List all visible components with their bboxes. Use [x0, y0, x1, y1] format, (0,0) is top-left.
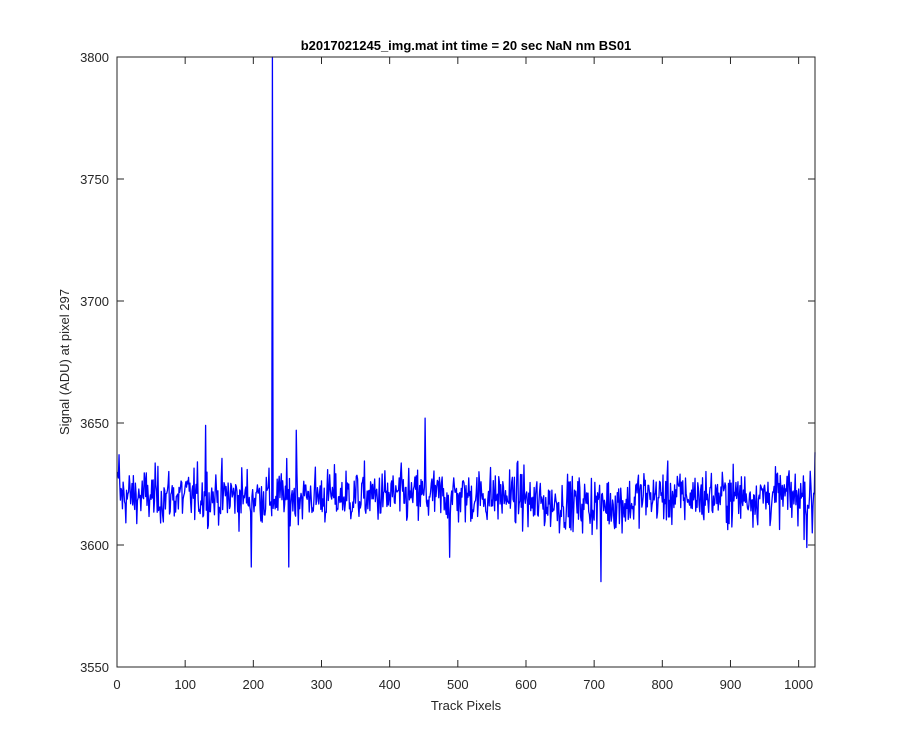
x-tick-label: 900 — [720, 677, 742, 692]
y-tick-label: 3650 — [80, 416, 109, 431]
x-tick-label: 500 — [447, 677, 469, 692]
x-tick-label: 300 — [311, 677, 333, 692]
y-tick-label: 3600 — [80, 538, 109, 553]
series-layer — [117, 56, 816, 583]
y-axis-ticks: 3550 3600 3650 3700 3750 3800 — [80, 50, 815, 675]
x-tick-label: 1000 — [784, 677, 813, 692]
y-tick-label: 3700 — [80, 294, 109, 309]
series-line — [117, 56, 816, 583]
x-axis-ticks: 0 100 200 300 400 500 600 700 800 900 1000 — [113, 57, 813, 692]
y-tick-label: 3800 — [80, 50, 109, 65]
y-tick-label: 3550 — [80, 660, 109, 675]
x-tick-label: 700 — [583, 677, 605, 692]
x-axis-label: Track Pixels — [431, 698, 502, 713]
x-tick-label: 600 — [515, 677, 537, 692]
x-tick-label: 0 — [113, 677, 120, 692]
x-tick-label: 200 — [242, 677, 264, 692]
x-tick-label: 100 — [174, 677, 196, 692]
x-tick-label: 800 — [651, 677, 673, 692]
chart-title: b2017021245_img.mat int time = 20 sec Na… — [301, 38, 632, 53]
y-tick-label: 3750 — [80, 172, 109, 187]
plot-area — [117, 57, 815, 667]
x-tick-label: 400 — [379, 677, 401, 692]
axes-box — [116, 56, 816, 668]
y-axis-label: Signal (ADU) at pixel 297 — [57, 289, 72, 435]
